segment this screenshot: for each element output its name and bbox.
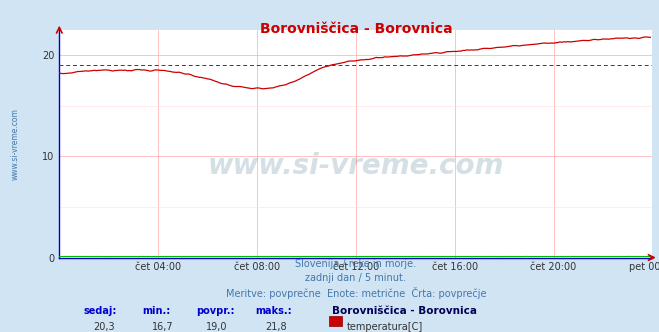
Text: sedaj:: sedaj: xyxy=(83,306,117,316)
Text: zadnji dan / 5 minut.: zadnji dan / 5 minut. xyxy=(305,273,407,283)
Text: www.si-vreme.com: www.si-vreme.com xyxy=(11,108,19,180)
Text: Borovniščica - Borovnica: Borovniščica - Borovnica xyxy=(332,306,477,316)
Text: 21,8: 21,8 xyxy=(265,322,287,332)
Text: Borovniščica - Borovnica: Borovniščica - Borovnica xyxy=(260,22,452,36)
Text: Meritve: povprečne  Enote: metrične  Črta: povprečje: Meritve: povprečne Enote: metrične Črta:… xyxy=(225,288,486,299)
Text: Slovenija / reke in morje.: Slovenija / reke in morje. xyxy=(295,259,416,269)
Text: min.:: min.: xyxy=(142,306,171,316)
Bar xyxy=(330,316,342,326)
Text: 20,3: 20,3 xyxy=(93,322,115,332)
Text: 16,7: 16,7 xyxy=(152,322,174,332)
Text: 19,0: 19,0 xyxy=(206,322,227,332)
Text: maks.:: maks.: xyxy=(255,306,292,316)
Text: www.si-vreme.com: www.si-vreme.com xyxy=(208,152,504,181)
Text: temperatura[C]: temperatura[C] xyxy=(347,322,422,332)
Text: povpr.:: povpr.: xyxy=(196,306,234,316)
